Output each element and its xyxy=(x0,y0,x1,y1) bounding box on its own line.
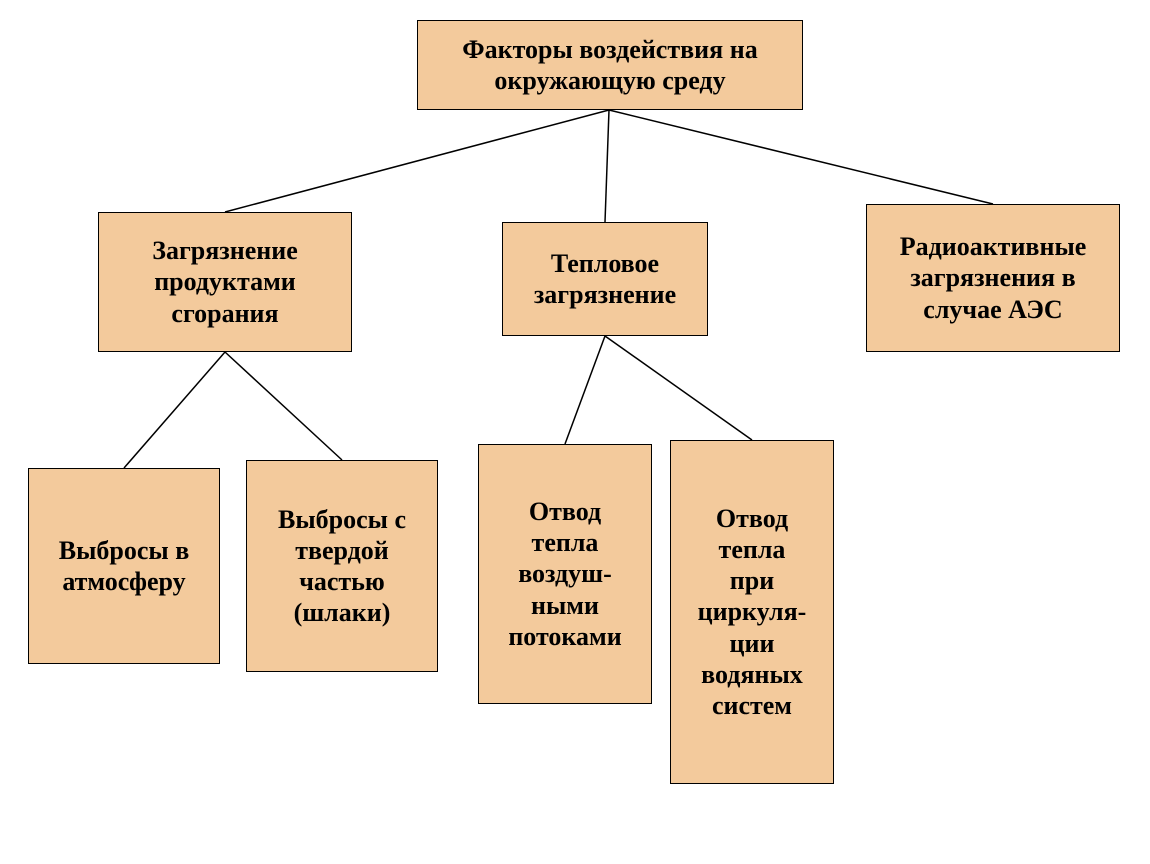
node-thermal: Тепловое загрязнение xyxy=(502,222,708,336)
node-air: Отвод тепла воздуш- ными потоками xyxy=(478,444,652,704)
node-label: Отвод тепла воздуш- ными потоками xyxy=(508,496,621,652)
node-label: Выбросы в атмосферу xyxy=(59,535,189,597)
edge-1 xyxy=(605,110,609,222)
edge-5 xyxy=(565,336,605,444)
node-label: Загрязнение продуктами сгорания xyxy=(152,235,298,329)
node-water: Отвод тепла при циркуля- ции водяных сис… xyxy=(670,440,834,784)
node-label: Факторы воздействия на окружающую среду xyxy=(462,34,757,96)
node-root: Факторы воздействия на окружающую среду xyxy=(417,20,803,110)
edge-4 xyxy=(225,352,342,460)
edge-3 xyxy=(124,352,225,468)
diagram-canvas: { "diagram": { "type": "tree", "backgrou… xyxy=(0,0,1150,864)
edge-0 xyxy=(225,110,609,212)
node-emissions: Выбросы в атмосферу xyxy=(28,468,220,664)
edge-2 xyxy=(609,110,993,204)
node-radioactive: Радиоактивные загрязнения в случае АЭС xyxy=(866,204,1120,352)
node-label: Выбросы с твердой частью (шлаки) xyxy=(278,504,406,629)
node-label: Радиоактивные загрязнения в случае АЭС xyxy=(900,231,1087,325)
edges-layer xyxy=(0,0,1150,864)
edge-6 xyxy=(605,336,752,440)
node-combustion: Загрязнение продуктами сгорания xyxy=(98,212,352,352)
node-label: Отвод тепла при циркуля- ции водяных сис… xyxy=(698,503,807,721)
node-label: Тепловое загрязнение xyxy=(534,248,676,310)
node-slag: Выбросы с твердой частью (шлаки) xyxy=(246,460,438,672)
